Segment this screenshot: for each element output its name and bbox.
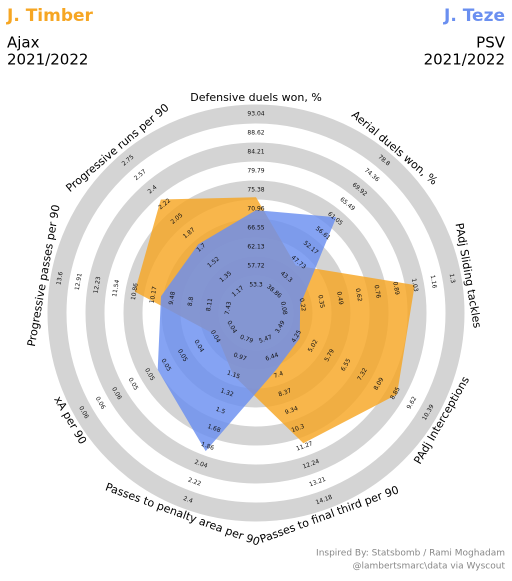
tick-label: 0.22	[298, 298, 307, 313]
tick-label: 1.3	[448, 273, 457, 284]
param-label: Defensive duels won, %	[190, 91, 322, 104]
tick-label: 1.86	[200, 441, 215, 452]
tick-label: 8.37	[278, 387, 293, 398]
team: Ajax	[7, 34, 40, 52]
tick-label: 65.49	[338, 196, 356, 213]
player-name: J. Timber	[6, 6, 94, 26]
tick-label: 11.27	[295, 440, 314, 453]
radar-polygons	[134, 197, 415, 452]
tick-label: 7.43	[224, 301, 233, 316]
tick-label: 74.36	[363, 167, 381, 184]
tick-label: 0.97	[232, 352, 247, 363]
tick-label: 79.79	[247, 168, 264, 175]
season: 2021/2022	[7, 51, 88, 69]
tick-label: 0.05	[127, 376, 140, 391]
tick-label: 62.13	[247, 244, 264, 251]
season: 2021/2022	[424, 51, 505, 69]
tick-label: 0.79	[239, 334, 254, 345]
tick-label: 1.32	[219, 387, 234, 398]
credit: @lambertsmarc\data via Wyscout	[353, 562, 506, 572]
ring	[85, 142, 427, 484]
tick-label: 9.34	[284, 405, 299, 416]
tick-label: 10.86	[130, 282, 140, 300]
tick-label: 8.11	[205, 297, 214, 312]
tick-label: 75.38	[247, 187, 264, 194]
tick-label: 2.22	[187, 477, 202, 488]
tick-label: 66.55	[247, 225, 264, 232]
tick-label: 0.49	[335, 291, 344, 306]
tick-label: 1.68	[206, 423, 221, 434]
radar-area	[157, 210, 337, 452]
tick-label: 1.16	[429, 275, 438, 290]
tick-label: 0.35	[316, 294, 325, 309]
player-name: J. Teze	[443, 6, 505, 26]
tick-label: 2.04	[193, 459, 208, 470]
tick-label: 93.04	[247, 111, 264, 118]
tick-label: 10.3	[291, 423, 306, 434]
tick-label: 2.57	[133, 168, 148, 182]
tick-label: 84.21	[247, 149, 264, 156]
tick-label: 0.08	[279, 301, 288, 316]
tick-label: 8.8	[187, 296, 196, 307]
tick-label: 9.48	[168, 291, 177, 306]
tick-label: 57.72	[247, 263, 264, 270]
tick-label: 70.96	[247, 206, 264, 213]
tick-label: 10.17	[149, 286, 159, 304]
tick-label: 13.6	[55, 271, 64, 286]
tick-label: 2.4	[147, 184, 159, 196]
ring	[47, 104, 465, 522]
credit: Inspired By: Statsbomb / Rami Moghadam	[316, 549, 505, 559]
tick-label: 13.21	[308, 476, 327, 489]
tick-label: 88.62	[247, 130, 264, 137]
tick-label: 1.15	[226, 369, 241, 380]
team: PSV	[476, 34, 506, 52]
tick-label: 0.89	[391, 281, 400, 296]
tick-label: 2.4	[182, 495, 194, 505]
tick-label: 53.3	[249, 282, 263, 289]
tick-label: 6.44	[265, 352, 280, 363]
tick-label: 0.62	[354, 288, 363, 303]
tick-label: 1.03	[410, 278, 419, 293]
tick-label: 11.54	[111, 279, 121, 297]
tick-label: 7.4	[273, 370, 285, 380]
tick-label: 0.76	[373, 284, 382, 299]
tick-label: 0.06	[94, 395, 107, 410]
tick-label: 12.91	[74, 273, 84, 291]
tick-label: 9.62	[406, 395, 419, 410]
tick-label: 12.23	[93, 276, 103, 294]
tick-label: 1.5	[215, 406, 227, 416]
tick-label: 1.7	[195, 242, 207, 254]
tick-label: 5.47	[258, 334, 273, 345]
